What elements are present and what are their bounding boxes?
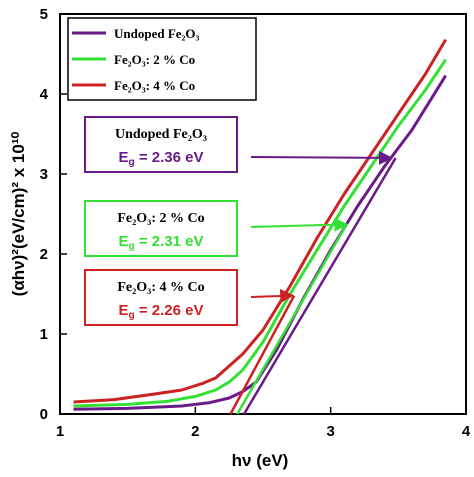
y-tick-label: 5 (40, 6, 48, 23)
x-tick-label: 1 (56, 423, 64, 440)
y-tick-label: 4 (40, 86, 49, 103)
y-tick-label: 2 (40, 246, 48, 263)
annotation-value-4co: Eg = 2.26 eV (119, 302, 204, 321)
fit-line-fe-o-2-co (236, 222, 348, 415)
y-axis-label: (αhν)²(eV/cm)² x 10¹⁰ (9, 132, 28, 297)
annotation-2co: Fe₂O₃: 2 % Co Eg = 2.31 eV (84, 200, 238, 257)
arrow-layer (250, 150, 393, 304)
x-tick-label: 4 (462, 423, 471, 440)
x-axis-label: hν (eV) (232, 451, 289, 470)
legend: Undoped Fe₂O₃ Fe₂O₃: 2 % Co Fe₂O₃: 4 % C… (67, 17, 257, 101)
annotation-title-2co: Fe₂O₃: 2 % Co (117, 211, 204, 226)
y-tick-label: 3 (40, 166, 48, 183)
annotation-4co: Fe₂O₃: 4 % Co Eg = 2.26 eV (84, 269, 238, 326)
fit-line-undoped-fe-o (242, 157, 397, 415)
series-line-fe-o-4-co (73, 38, 447, 404)
x-tick-label: 2 (191, 423, 199, 440)
series-layer (73, 38, 447, 415)
annotation-value-undoped: Eg = 2.36 eV (119, 149, 204, 168)
annotation-box-2co (84, 200, 238, 257)
annotation-value-2co: Eg = 2.31 eV (119, 233, 204, 252)
y-tick-label: 1 (40, 326, 48, 343)
legend-label-undoped: Undoped Fe₂O₃ (114, 26, 200, 41)
annotation-box-undoped (84, 116, 238, 173)
fit-line-fe-o-4-co (229, 295, 296, 415)
x-tick-label: 3 (326, 423, 334, 440)
annotation-arrow-1 (250, 217, 349, 232)
annotation-box-4co (84, 269, 238, 326)
annotation-arrow-0 (250, 150, 393, 165)
y-tick-label: 0 (40, 406, 48, 423)
series-line-fe-o-2-co (73, 58, 447, 408)
annotation-title-undoped: Undoped Fe₂O₃ (115, 127, 207, 142)
annotation-arrow-2 (250, 289, 295, 304)
legend-label-4co: Fe₂O₃: 4 % Co (114, 78, 195, 93)
legend-label-2co: Fe₂O₃: 2 % Co (114, 52, 195, 67)
annotation-undoped: Undoped Fe₂O₃ Eg = 2.36 eV (84, 116, 238, 173)
annotation-title-4co: Fe₂O₃: 4 % Co (117, 280, 204, 295)
